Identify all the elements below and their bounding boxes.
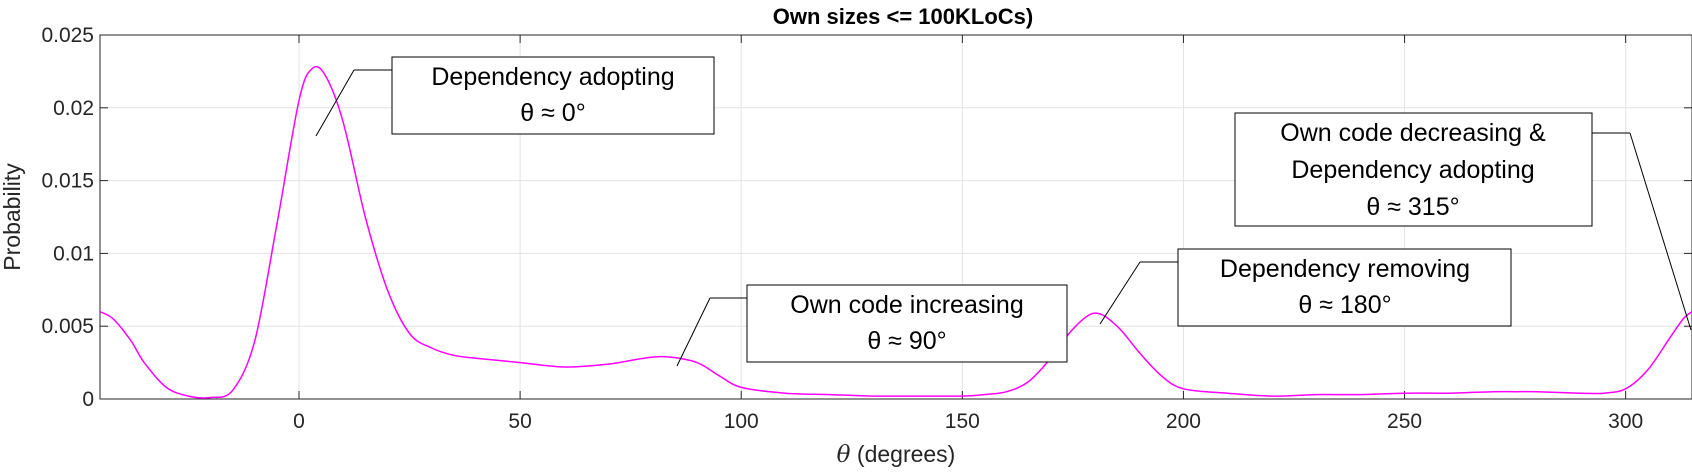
x-tick-label: 100	[724, 410, 759, 433]
annotation-box	[1234, 112, 1593, 227]
y-tick-label: 0.01	[53, 242, 94, 265]
annotation-box	[746, 284, 1068, 363]
x-tick-label: 300	[1608, 410, 1643, 433]
axis-ticks	[100, 34, 1692, 400]
annotation-dependency-removing: Dependency removing θ ≈ 180°	[1099, 248, 1512, 327]
annotation-text-line: Dependency adopting	[1291, 156, 1534, 184]
x-tick-label: 0	[293, 410, 305, 433]
x-tick-label: 250	[1387, 410, 1422, 433]
y-tick-label: 0.015	[41, 170, 94, 193]
annotation-leader-line	[315, 69, 355, 137]
annotation-box	[391, 56, 715, 135]
annotation-leader-line	[1099, 261, 1141, 325]
plot-frame	[99, 34, 1692, 400]
annotation-text-line: Own code decreasing &	[1280, 119, 1546, 147]
annotation-own-code-increasing: Own code increasing θ ≈ 90°	[676, 284, 1068, 367]
x-tick-label: 150	[945, 410, 980, 433]
annotation-text-line: Own code increasing	[790, 291, 1023, 319]
annotation-text-line: θ ≈ 90°	[867, 327, 946, 355]
annotation-text-line: Dependency removing	[1220, 255, 1470, 283]
annotation-box	[1177, 248, 1512, 327]
x-axis-label: θ (degrees)	[837, 441, 956, 468]
annotation-dependency-adopting: Dependency adopting θ ≈ 0°	[315, 56, 715, 137]
y-tick-label: 0.005	[41, 315, 94, 338]
y-axis-label: Probability	[0, 163, 25, 271]
chart-title: Own sizes <= 100KLoCs)	[773, 4, 1033, 29]
annotation-leader-line	[1629, 132, 1692, 331]
annotation-own-code-decreasing: Own code decreasing & Dependency adoptin…	[1234, 112, 1692, 331]
annotation-leader-line	[676, 297, 711, 367]
x-tick-labels: 0 50 100 150 200 250 300	[293, 410, 1643, 433]
x-tick-label: 50	[508, 410, 531, 433]
annotation-text-line: θ ≈ 0°	[520, 99, 585, 127]
x-tick-label: 200	[1166, 410, 1201, 433]
y-tick-labels: 0 0.005 0.01 0.015 0.02 0.025	[41, 24, 94, 411]
probability-line	[99, 65, 1692, 399]
y-tick-label: 0	[82, 388, 94, 411]
y-tick-label: 0.025	[41, 24, 94, 47]
annotation-text-line: θ ≈ 315°	[1366, 193, 1459, 221]
annotation-text-line: Dependency adopting	[431, 63, 674, 91]
annotation-text-line: θ ≈ 180°	[1298, 291, 1391, 319]
y-tick-label: 0.02	[53, 97, 94, 120]
